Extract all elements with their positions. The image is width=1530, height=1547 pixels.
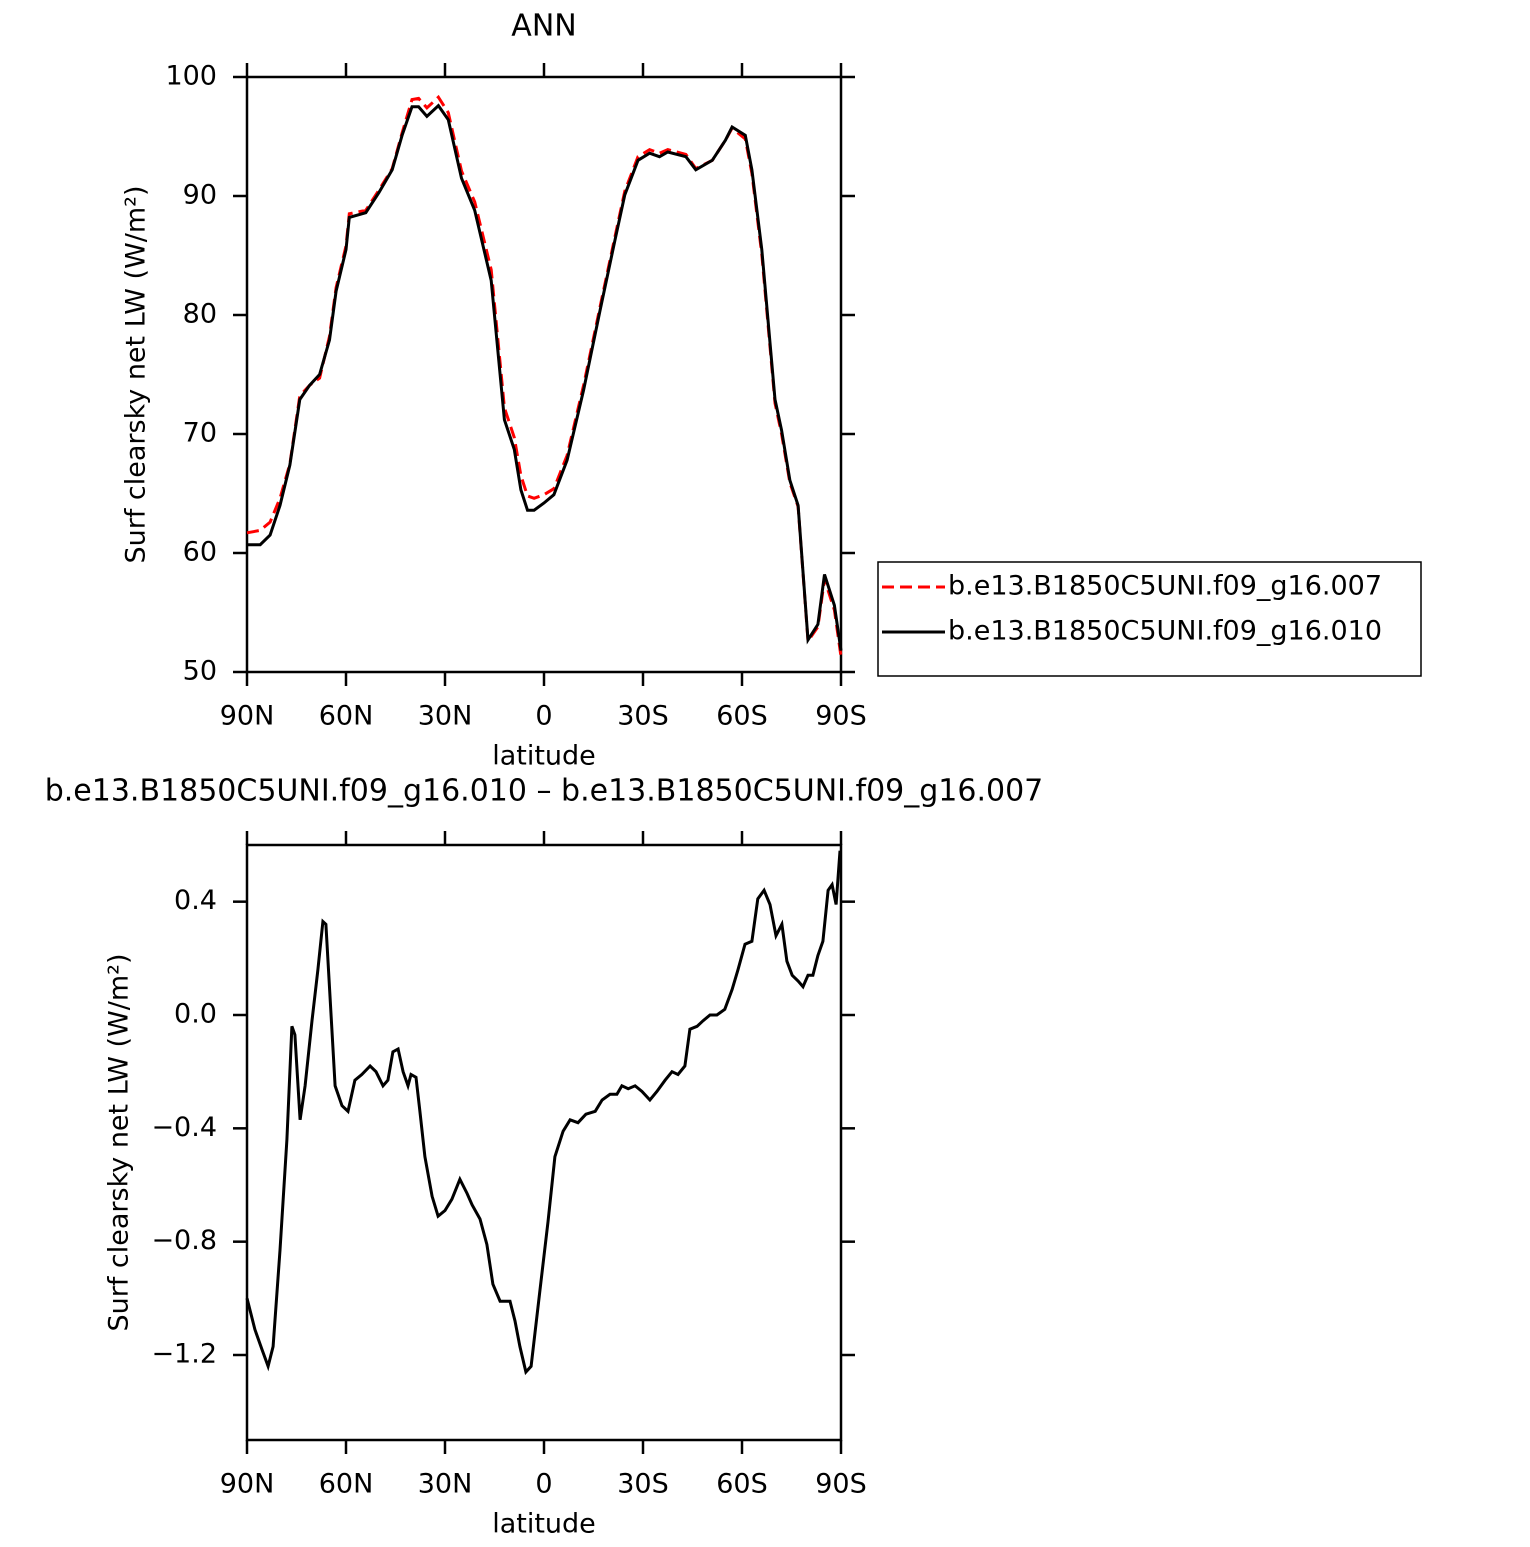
y-axis-label: Surf clearsky net LW (W/m²) — [121, 185, 152, 563]
legend-box — [877, 561, 1422, 677]
x-tick-label: 30S — [617, 1469, 669, 1500]
y-tick-label: −0.8 — [151, 1225, 217, 1256]
chart-title: b.e13.B1850C5UNI.f09_g16.010 – b.e13.B18… — [45, 774, 1044, 809]
x-tick-label: 90N — [220, 1469, 275, 1500]
x-tick-label: 90N — [220, 701, 275, 732]
x-axis-label: latitude — [492, 741, 596, 772]
x-tick-label: 60S — [716, 1469, 768, 1500]
x-tick-label: 60S — [716, 701, 768, 732]
y-tick-label: 0.4 — [174, 885, 217, 916]
y-tick-label: 0.0 — [174, 999, 217, 1030]
x-tick-label: 0 — [535, 701, 552, 732]
x-axis-label: latitude — [492, 1509, 596, 1540]
legend-label: b.e13.B1850C5UNI.f09_g16.007 — [948, 571, 1382, 602]
series-line — [247, 103, 843, 651]
x-tick-label: 30N — [418, 701, 473, 732]
x-tick-label: 90S — [815, 701, 867, 732]
y-tick-label: 100 — [165, 61, 217, 92]
y-tick-label: 90 — [183, 180, 217, 211]
x-tick-label: 30S — [617, 701, 669, 732]
x-tick-label: 60N — [319, 701, 374, 732]
y-tick-label: 50 — [183, 656, 217, 687]
y-tick-label: 80 — [183, 299, 217, 330]
y-tick-label: −1.2 — [151, 1339, 217, 1370]
legend-label: b.e13.B1850C5UNI.f09_g16.010 — [948, 616, 1382, 647]
y-axis-label: Surf clearsky net LW (W/m²) — [104, 953, 135, 1331]
x-tick-label: 60N — [319, 1469, 374, 1500]
x-tick-label: 0 — [535, 1469, 552, 1500]
y-tick-label: −0.4 — [151, 1112, 217, 1143]
y-tick-label: 70 — [183, 418, 217, 449]
y-tick-label: 60 — [183, 537, 217, 568]
x-tick-label: 30N — [418, 1469, 473, 1500]
chart-title: ANN — [511, 9, 576, 44]
series-line — [245, 850, 842, 1376]
x-tick-label: 90S — [815, 1469, 867, 1500]
